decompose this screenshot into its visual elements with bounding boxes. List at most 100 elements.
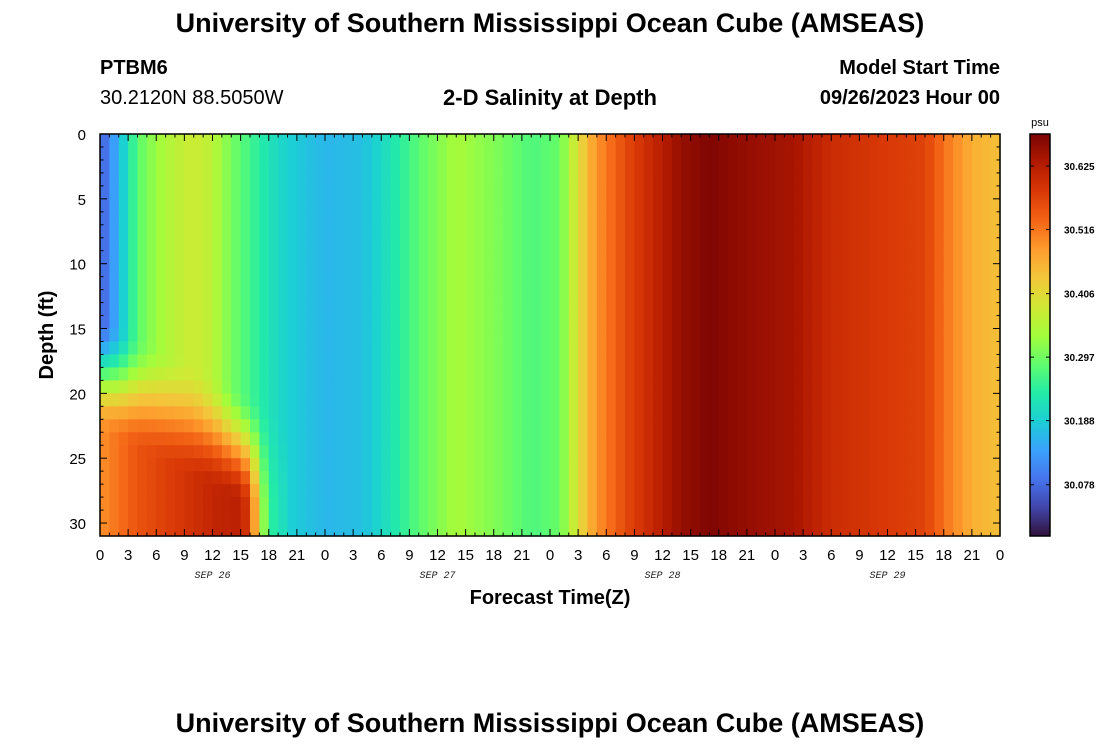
heatmap-cell [775,523,785,537]
heatmap-cell [746,419,757,433]
heatmap-cell [203,523,214,537]
heatmap-cell [746,341,757,356]
heatmap-cell [784,341,795,356]
heatmap-cell [381,250,392,265]
y-tick-label: 5 [78,192,86,209]
heatmap-cell [906,354,917,369]
heatmap-cell [615,263,626,278]
heatmap-cell [400,263,410,278]
heatmap-cell [643,497,654,511]
heatmap-cell [221,224,232,239]
heatmap-cell [193,510,204,524]
heatmap-cell [587,367,598,381]
heatmap-cell [212,302,223,317]
heatmap-cell [484,185,495,200]
heatmap-cell [606,367,617,381]
heatmap-cell [428,289,439,304]
heatmap-cell [437,134,448,148]
heatmap-cell [521,341,532,356]
heatmap-cell [296,523,307,537]
heatmap-cell [250,159,260,174]
heatmap-cell [690,289,701,304]
heatmap-cell [896,211,907,226]
heatmap-cell [625,367,635,381]
heatmap-cell [681,419,692,433]
heatmap-cell [596,445,607,459]
heatmap-cell [212,211,223,226]
heatmap-cell [784,419,795,433]
heatmap-cell [559,497,570,511]
heatmap-cell [493,393,504,407]
heatmap-cell [596,432,607,446]
heatmap-cell [371,198,382,213]
heatmap-cell [250,341,260,356]
heatmap-cell [296,315,307,330]
heatmap-cell [465,367,476,381]
heatmap-cell [428,276,439,291]
heatmap-cell [259,185,270,200]
heatmap-cell [287,211,298,226]
heatmap-cell [643,458,654,472]
heatmap-cell [250,237,260,252]
heatmap-cell [653,367,664,381]
heatmap-cell [315,328,326,343]
heatmap-cell [146,289,157,304]
heatmap-cell [896,406,907,420]
heatmap-cell [268,289,279,304]
heatmap-cell [737,211,748,226]
heatmap-cell [653,211,664,226]
heatmap-cell [868,237,879,252]
heatmap-cell [615,276,626,291]
heatmap-cell [250,185,260,200]
heatmap-cell [831,419,842,433]
heatmap-cell [240,367,251,381]
heatmap-cell [559,185,570,200]
heatmap-cell [681,224,692,239]
heatmap-cell [831,471,842,485]
heatmap-cell [287,484,298,498]
heatmap-cell [212,484,223,498]
heatmap-cell [100,211,110,226]
heatmap-cell [681,367,692,381]
heatmap-cell [831,406,842,420]
heatmap-cell [728,341,739,356]
heatmap-cell [278,406,289,420]
heatmap-cell [709,302,720,317]
heatmap-cell [812,484,823,498]
heatmap-cell [896,445,907,459]
heatmap-cell [465,458,476,472]
heatmap-cell [568,237,579,252]
heatmap-cell [840,393,851,407]
heatmap-cell [662,224,673,239]
heatmap-cell [334,380,345,394]
heatmap-cell [606,341,617,356]
heatmap-cell [428,250,439,265]
heatmap-cell [428,406,439,420]
heatmap-cell [484,315,495,330]
heatmap-cell [709,159,720,174]
heatmap-cell [446,276,457,291]
model-start-label: Model Start Time [839,57,1000,79]
heatmap-cell [250,289,260,304]
heatmap-cell [671,185,682,200]
heatmap-cell [118,406,129,420]
heatmap-cell [662,510,673,524]
heatmap-cell [400,146,410,161]
heatmap-cell [193,445,204,459]
heatmap-cell [409,263,420,278]
heatmap-cell [878,354,889,369]
heatmap-cell [943,211,954,226]
heatmap-cell [990,497,1001,511]
heatmap-cell [709,523,720,537]
heatmap-cell [934,458,945,472]
heatmap-cell [418,224,429,239]
heatmap-cell [962,393,973,407]
heatmap-cell [962,237,973,252]
heatmap-cell [287,315,298,330]
heatmap-cell [156,134,167,148]
heatmap-cell [250,497,260,511]
heatmap-cell [653,172,664,187]
heatmap-cell [728,224,739,239]
heatmap-cell [268,146,279,161]
